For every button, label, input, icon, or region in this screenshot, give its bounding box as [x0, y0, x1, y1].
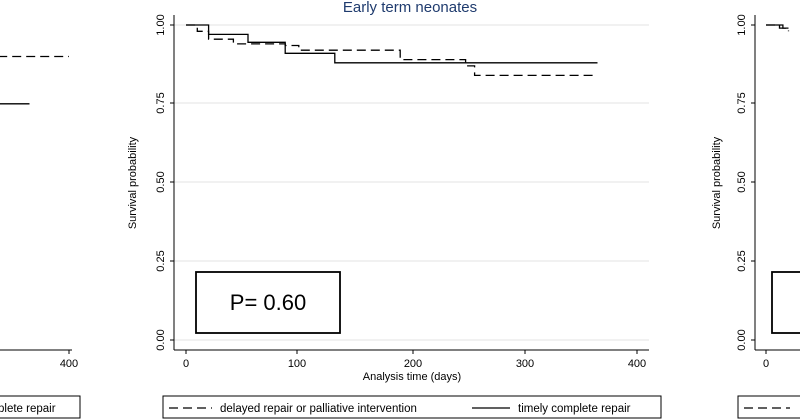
y-tick-label-0-00: 0.00	[155, 329, 167, 350]
y-tick-label-0-25: 0.25	[155, 250, 167, 271]
x-tick-label-100: 100	[288, 358, 306, 370]
y-tick-label-0-75: 0.75	[155, 92, 167, 113]
x-ticks: 0 100 200 300 400	[183, 350, 646, 370]
center-gridlines	[174, 24, 649, 341]
center-series-dashed-0	[186, 24, 598, 77]
p-value-annotation: P= 0.60	[230, 290, 306, 315]
legend-label-timely: timely complete repair	[518, 403, 631, 415]
right-p-value-box	[771, 271, 800, 334]
right-legend-box	[737, 395, 800, 419]
y-tick-label-0-50: 0.50	[155, 171, 167, 192]
left-series-group	[0, 55, 69, 105]
right-y-tick-label-0-25: 0.25	[736, 250, 748, 271]
x-tick-label-0: 0	[183, 358, 189, 370]
y-axis-label: Survival probability	[127, 136, 139, 229]
x-tick-label-300: 300	[516, 358, 534, 370]
x-tick-label-200: 200	[404, 358, 422, 370]
legend-box	[162, 395, 662, 419]
y-tick-label-1-00: 1.00	[155, 14, 167, 35]
right-y-tick-label-0-00: 0.00	[736, 329, 748, 350]
legend: delayed repair or palliative interventio…	[162, 395, 662, 419]
left-legend-box	[0, 395, 81, 419]
left-panel: 400 plete repair	[0, 55, 81, 419]
center-series-solid-1	[186, 24, 598, 64]
y-ticks: 1.00 0.75 0.50 0.25 0.00	[155, 14, 174, 351]
left-x-tick-label-400: 400	[60, 358, 78, 370]
center-series-group	[186, 24, 598, 77]
x-axis-label: Analysis time (days)	[363, 371, 461, 383]
right-panel: 1.00 0.75 0.50 0.25 0.00 0 Survival prob…	[711, 14, 800, 419]
x-tick-label-400: 400	[628, 358, 646, 370]
right-x-tick-label-0: 0	[763, 358, 769, 370]
right-y-tick-label-0-75: 0.75	[736, 92, 748, 113]
legend-label-delayed: delayed repair or palliative interventio…	[220, 403, 417, 415]
right-series-group	[766, 24, 790, 32]
left-legend-label: plete repair	[0, 403, 56, 415]
center-panel: Early term neonates 1.00 0.75 0.50 0.25 …	[127, 0, 662, 419]
right-y-axis-label: Survival probability	[711, 136, 723, 229]
p-value-box	[195, 271, 341, 334]
chart-title: Early term neonates	[343, 0, 477, 16]
right-y-tick-label-0-50: 0.50	[736, 171, 748, 192]
right-series-solid-1	[766, 24, 789, 29]
right-y-tick-label-1-00: 1.00	[736, 14, 748, 35]
